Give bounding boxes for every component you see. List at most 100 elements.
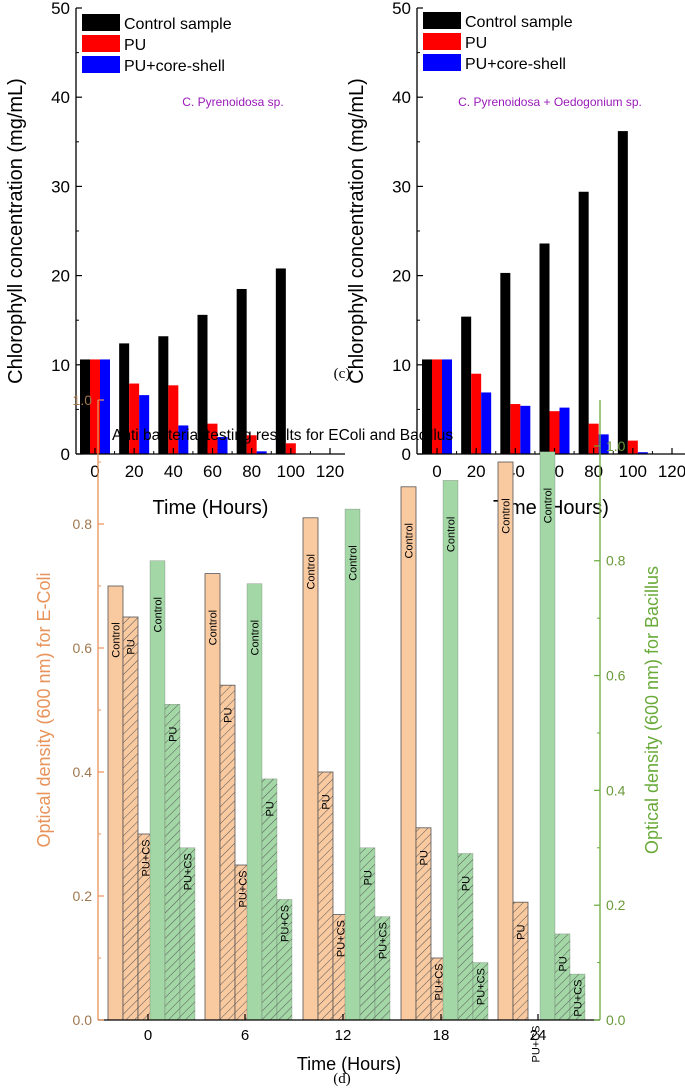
bar-label-bacillus: Control bbox=[446, 517, 458, 552]
legend-swatch-1 bbox=[82, 35, 120, 52]
legend-entry-0: Control sample bbox=[124, 16, 232, 33]
bar-label-ecoli: PU bbox=[321, 794, 333, 809]
y-tick-label-left: 0.4 bbox=[73, 764, 93, 780]
y-tick-label: 50 bbox=[392, 0, 411, 18]
x-tick-label: 100 bbox=[277, 462, 305, 481]
bar-bacillus-pu-0 bbox=[164, 704, 181, 1021]
bar-pu-core-shell-40 bbox=[520, 405, 531, 454]
bar-pu-0 bbox=[432, 359, 442, 454]
chart-c-left: 0 10 20 30 40 50 0 20 40 60 80 100 120 Time (Hours) Ch… bbox=[5, 0, 345, 519]
y-axis-label-right: Optical density (600 nm) for Bacillus bbox=[642, 566, 662, 854]
legend-swatch-0 bbox=[423, 12, 461, 29]
bar-label-ecoli: Control bbox=[208, 610, 220, 645]
caption-d: (d) bbox=[333, 1071, 351, 1087]
x-tick-label: 80 bbox=[242, 462, 261, 481]
x-tick-label: 60 bbox=[203, 462, 222, 481]
y-tick-label-right: 0.8 bbox=[606, 553, 626, 569]
y-axis-label: Chlorophyll concentration (mg/mL) bbox=[5, 78, 27, 384]
x-tick-label: 100 bbox=[619, 462, 647, 481]
bar-label-bacillus: Control bbox=[543, 488, 555, 523]
x-tick-label: 18 bbox=[433, 1027, 450, 1044]
x-tick-label: 80 bbox=[584, 462, 603, 481]
bar-label-ecoli: PU bbox=[126, 639, 138, 654]
bar-label-ecoli: PU+CS bbox=[238, 871, 250, 908]
bar-pu-core-shell-20 bbox=[481, 392, 492, 454]
bar-label-bacillus: PU bbox=[265, 801, 277, 816]
bar-ecoli-control-24 bbox=[497, 461, 514, 1021]
annotation: C. Pyrenoidosa + Oedogonium sp. bbox=[458, 95, 642, 109]
bar-label-bacillus: PU+CS bbox=[378, 922, 390, 959]
y-tick-label: 40 bbox=[51, 88, 70, 107]
legend-entry-2: PU+core-shell bbox=[124, 58, 225, 75]
bar-control-sample-100 bbox=[617, 131, 628, 454]
bar-label-ecoli: PU bbox=[223, 708, 235, 723]
y-tick-label: 0 bbox=[61, 445, 70, 464]
bar-control-sample-0 bbox=[80, 359, 90, 454]
x-axis-label: Time (Hours) bbox=[153, 497, 269, 519]
bar-label-ecoli: Control bbox=[306, 554, 318, 589]
bar-control-sample-20 bbox=[461, 316, 472, 454]
bar-label-ecoli: Control bbox=[501, 498, 513, 533]
y-tick-label: 10 bbox=[392, 356, 411, 375]
bar-control-sample-60 bbox=[539, 243, 550, 454]
y-tick-label-left: 0.0 bbox=[73, 1012, 93, 1028]
bar-ecoli-pu-6 bbox=[219, 684, 236, 1021]
legend-swatch-2 bbox=[423, 54, 461, 71]
bar-label-bacillus: PU+CS bbox=[280, 905, 292, 942]
bar-control-sample-80 bbox=[578, 191, 589, 454]
x-tick-label: 12 bbox=[335, 1027, 352, 1044]
y-tick-label-right: 0.0 bbox=[606, 1012, 626, 1028]
bar-bacillus-control-24 bbox=[539, 451, 556, 1021]
bar-label-ecoli: PU+CS bbox=[141, 840, 153, 877]
legend-entry-1: PU bbox=[465, 35, 487, 52]
y-tick-label: 0 bbox=[402, 445, 411, 464]
x-tick-label: 20 bbox=[125, 462, 144, 481]
y-tick-label-right: 0.4 bbox=[606, 782, 626, 798]
bar-label-bacillus: Control bbox=[153, 597, 165, 632]
bar-label-bacillus: PU+CS bbox=[183, 853, 195, 890]
chart-title: Anti bacterial testing results for EColi… bbox=[112, 427, 453, 444]
y-tick-label: 20 bbox=[392, 267, 411, 286]
bar-pu-core-shell-20 bbox=[139, 395, 150, 454]
y-axis-label: Chlorophyll concentration (mg/mL) bbox=[346, 78, 368, 384]
x-tick-label: 0 bbox=[432, 462, 441, 481]
bar-ecoli-pu-24 bbox=[512, 901, 529, 1021]
bar-control-sample-100 bbox=[275, 268, 286, 454]
legend-swatch-0 bbox=[82, 14, 120, 31]
y-tick-label-right: 1.0 bbox=[606, 438, 626, 454]
annotation: C. Pyrenoidosa sp. bbox=[182, 95, 283, 109]
bar-bacillus-control-18 bbox=[442, 480, 459, 1021]
y-tick-label: 20 bbox=[51, 267, 70, 286]
bar-label-ecoli: PU+CS bbox=[336, 920, 348, 957]
bar-label-bacillus: Control bbox=[250, 620, 262, 655]
bar-bacillus-pu-24 bbox=[554, 933, 571, 1021]
bar-control-sample-20 bbox=[119, 343, 130, 454]
bar-pu-40 bbox=[510, 404, 521, 454]
bar-ecoli-pu-0 bbox=[122, 616, 139, 1021]
legend-swatch-2 bbox=[82, 56, 120, 73]
bar-pu-100 bbox=[627, 440, 638, 454]
bar-pu-80 bbox=[588, 423, 599, 454]
y-axis-label-left: Optical density (600 nm) for E-Coli bbox=[34, 572, 54, 847]
bar-pu-core-shell-0 bbox=[442, 359, 452, 454]
legend-entry-2: PU+core-shell bbox=[465, 56, 566, 73]
bar-label-bacillus: PU bbox=[461, 876, 473, 891]
bar-control-sample-40 bbox=[500, 272, 511, 454]
bar-pu-60 bbox=[207, 423, 218, 454]
y-tick-label: 30 bbox=[51, 177, 70, 196]
bar-control-sample-0 bbox=[422, 359, 432, 454]
y-tick-label: 50 bbox=[51, 0, 70, 18]
legend-entry-1: PU bbox=[124, 37, 146, 54]
bar-pu-core-shell-60 bbox=[559, 407, 570, 454]
bar-label-ecoli: PU bbox=[419, 850, 431, 865]
bar-ecoli-control-12 bbox=[302, 517, 319, 1021]
x-tick-label: 40 bbox=[164, 462, 183, 481]
bar-label-ecoli: PU+CS bbox=[434, 964, 446, 1001]
bar-label-bacillus: PU bbox=[363, 870, 375, 885]
bar-pu-20 bbox=[129, 383, 140, 454]
bar-ecoli-control-18 bbox=[400, 486, 417, 1021]
bar-label-bacillus: PU bbox=[168, 727, 180, 742]
x-tick-label: 20 bbox=[467, 462, 486, 481]
bar-pu-core-shell-0 bbox=[100, 359, 110, 454]
bar-pu-20 bbox=[471, 373, 482, 454]
